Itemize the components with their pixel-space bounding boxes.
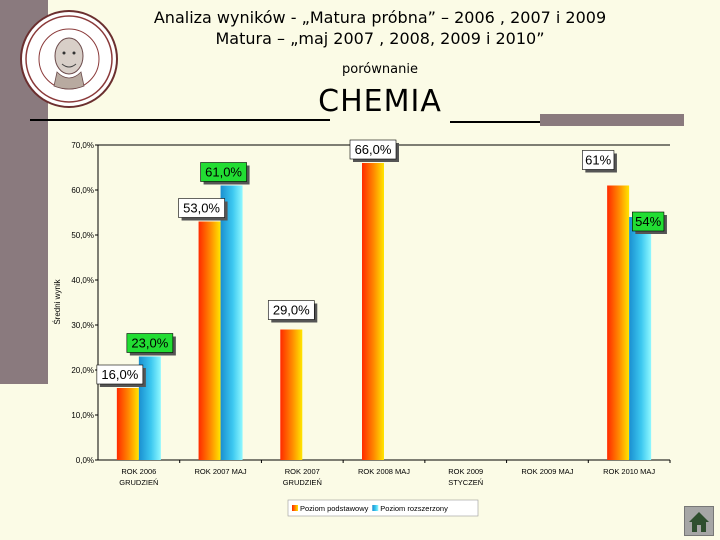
- data-label: 53,0%: [183, 201, 220, 216]
- y-tick-label: 70,0%: [71, 141, 94, 150]
- x-tick-label: ROK 2008 MAJ: [358, 467, 410, 476]
- data-label-box: [96, 364, 144, 385]
- school-logo-icon: [20, 10, 118, 108]
- data-label: 23,0%: [131, 336, 168, 351]
- data-label-box: [200, 162, 247, 182]
- bar: [198, 221, 221, 460]
- bar: [220, 185, 243, 460]
- y-tick-label: 60,0%: [71, 186, 94, 195]
- header-line-3: porównanie: [342, 62, 418, 77]
- y-tick-label: 30,0%: [71, 321, 94, 330]
- x-tick-label: ROK 2009 MAJ: [521, 467, 573, 476]
- x-tick-label: GRUDZIEŃ: [119, 478, 158, 487]
- legend-swatch: [292, 505, 298, 511]
- x-tick-label: ROK 2006: [121, 467, 156, 476]
- title-rule-left: [30, 119, 330, 121]
- x-tick-label: GRUDZIEŃ: [283, 478, 322, 487]
- header-line-2: Matura – „maj 2007 , 2008, 2009 i 2010”: [215, 29, 545, 48]
- data-label: 29,0%: [273, 303, 310, 318]
- bar: [280, 329, 303, 460]
- legend-entry: Poziom podstawowy: [300, 504, 369, 513]
- bar: [362, 163, 384, 460]
- y-tick-label: 50,0%: [71, 231, 94, 240]
- legend-box: [287, 499, 479, 517]
- data-label: 16,0%: [101, 367, 138, 382]
- title-rule-accent: [540, 114, 684, 126]
- home-icon[interactable]: [684, 506, 714, 536]
- data-label: 61,0%: [205, 165, 242, 180]
- legend-swatch: [372, 505, 379, 511]
- x-tick-label: STYCZEŃ: [448, 478, 483, 487]
- data-label-box: [126, 333, 174, 353]
- data-label-box: [632, 211, 665, 232]
- data-label-box: [582, 150, 615, 170]
- y-tick-label: 0,0%: [76, 456, 94, 465]
- bar: [116, 388, 139, 460]
- x-tick-label: ROK 2009: [448, 467, 483, 476]
- x-tick-label: ROK 2010 MAJ: [603, 467, 655, 476]
- x-tick-label: ROK 2007 MAJ: [195, 467, 247, 476]
- header-line-1: Analiza wyników - „Matura próbna” – 2006…: [153, 8, 607, 27]
- subject-title: CHEMIA: [318, 84, 442, 119]
- x-tick-label: ROK 2007: [285, 467, 320, 476]
- data-label: 54%: [635, 214, 661, 229]
- data-label-box: [349, 139, 397, 160]
- bar: [607, 185, 630, 460]
- y-tick-label: 40,0%: [71, 276, 94, 285]
- bar: [629, 217, 652, 460]
- y-tick-label: 10,0%: [71, 411, 94, 420]
- data-label: 61%: [585, 153, 611, 168]
- y-axis-label: Średni wynik: [53, 278, 62, 324]
- data-label-box: [267, 300, 315, 320]
- y-tick-label: 20,0%: [71, 366, 94, 375]
- data-label-box: [178, 198, 225, 218]
- legend-entry: Poziom rozszerzony: [380, 504, 448, 513]
- data-label: 66,0%: [355, 142, 392, 157]
